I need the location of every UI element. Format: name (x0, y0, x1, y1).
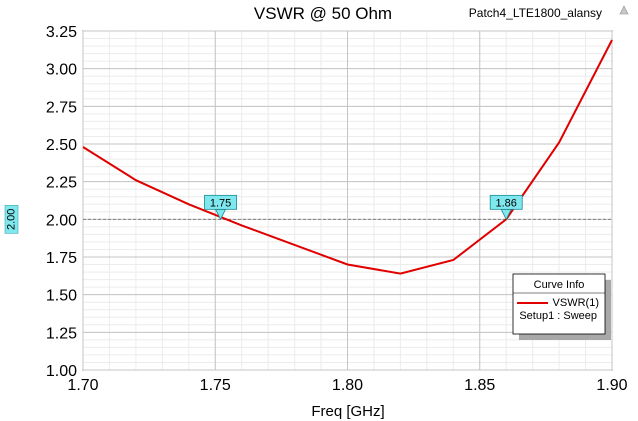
series-line-vswr1 (82, 39, 613, 275)
marker-tag (204, 194, 237, 210)
marker-label: 1.75 (210, 197, 231, 209)
reference-line-tag (4, 205, 19, 234)
y-tick-label: 3.00 (46, 62, 77, 79)
grid (82, 30, 613, 371)
marker-label: 1.86 (495, 197, 516, 209)
logo-icon (619, 5, 629, 15)
marker[interactable]: 1.86 (489, 194, 523, 221)
legend-entry-setup: Setup1 : Sweep (519, 310, 597, 322)
y-tick-label: 2.75 (46, 99, 77, 116)
x-tick-label: 1.70 (67, 377, 98, 394)
y-tick-label: 3.25 (46, 24, 77, 41)
y-tick-label: 2.25 (46, 175, 77, 192)
x-tick-label: 1.90 (596, 377, 627, 394)
y-tick-label: 1.50 (46, 288, 77, 305)
x-axis: 1.70 1.75 1.80 1.85 1.90 (67, 377, 627, 394)
legend[interactable]: Curve Info VSWR(1) Setup1 : Sweep (512, 273, 611, 340)
y-tick-label: 2.00 (46, 212, 77, 229)
x-tick-label: 1.85 (464, 377, 495, 394)
x-axis-label: Freq [GHz] (311, 403, 384, 420)
y-axis: 1.00 1.25 1.50 1.75 2.00 2.25 2.50 2.75 3.00 3.25 (46, 24, 77, 380)
legend-entry-name: VSWR(1) (553, 297, 599, 309)
markers: 1.75 1.86 (204, 194, 523, 221)
x-tick-label: 1.75 (200, 377, 231, 394)
x-tick-label: 1.80 (332, 377, 363, 394)
marker-tag (489, 194, 523, 210)
y-tick-label: 1.75 (46, 250, 77, 267)
chart-title: VSWR @ 50 Ohm (254, 4, 392, 23)
design-name: Patch4_LTE1800_alansy (469, 6, 602, 20)
y-tick-label: 1.00 (46, 363, 77, 380)
y-tick-label: 2.50 (46, 137, 77, 154)
y-tick-label: 1.25 (46, 325, 77, 342)
reference-line-label: 2.00 (6, 209, 18, 230)
marker[interactable]: 1.75 (204, 194, 237, 221)
legend-title: Curve Info (534, 279, 585, 291)
